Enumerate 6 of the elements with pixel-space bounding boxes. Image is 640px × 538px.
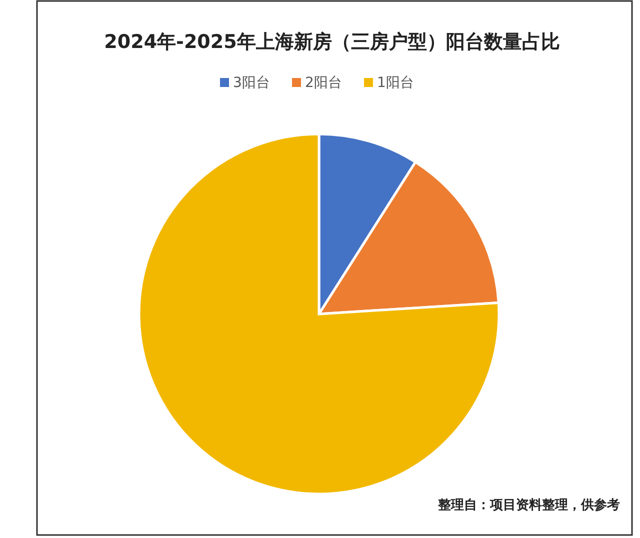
pie-slice <box>138 132 500 496</box>
legend-label: 1阳台 <box>377 75 414 91</box>
chart-title: 2024年-2025年上海新房（三房户型）阳台数量占比 <box>104 31 560 53</box>
legend-label: 3阳台 <box>233 75 270 91</box>
legend-label: 2阳台 <box>305 75 342 91</box>
text: 整理自：项目资料整理，供参考 <box>437 497 620 513</box>
